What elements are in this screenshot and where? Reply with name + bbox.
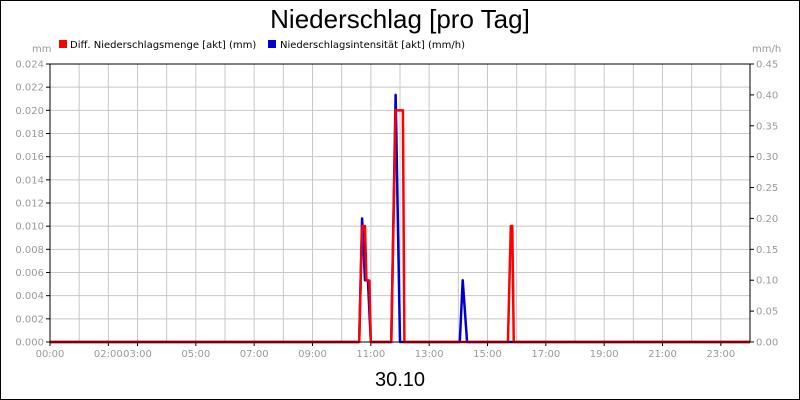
legend-label-menge: Diff. Niederschlagsmenge [akt] (mm) (70, 40, 256, 51)
y-right-tick-label: 0.10 (756, 276, 778, 287)
chart-title: Niederschlag [pro Tag] (270, 4, 530, 34)
plot-border (49, 63, 751, 343)
y-right-axis: 0.00 0.05 0.10 0.15 0.20 0.25 0.30 0.35 0.40 0.45 (750, 60, 778, 349)
x-tick-label: 15:00 (473, 349, 502, 360)
y-right-tick-label: 0.30 (756, 152, 778, 163)
x-tick-label: 00:00 (36, 349, 65, 360)
x-tick-label: 09:00 (298, 349, 327, 360)
x-tick-label: 02:00 (94, 349, 123, 360)
x-tick-label: 11:00 (356, 349, 385, 360)
x-tick-label: 05:00 (181, 349, 210, 360)
legend: Diff. Niederschlagsmenge [akt] (mm) Nied… (59, 40, 465, 51)
y-right-tick-label: 0.00 (756, 338, 778, 349)
x-tick-label: 03:00 (123, 349, 152, 360)
y-left-tick-label: 0.008 (15, 245, 44, 256)
legend-swatch-intensitaet (268, 40, 276, 48)
x-axis: 00:00 02:00 03:00 05:00 07:00 09:00 11:00 13:00… (36, 342, 735, 360)
y-right-tick-label: 0.25 (756, 183, 778, 194)
x-tick-label: 13:00 (415, 349, 444, 360)
x-tick-label: 19:00 (590, 349, 619, 360)
y-left-tick-label: 0.018 (15, 129, 44, 140)
x-tick-label: 23:00 (706, 349, 735, 360)
series-line-menge (50, 109, 750, 344)
y-left-tick-label: 0.012 (15, 199, 44, 210)
y-left-tick-label: 0.024 (15, 60, 44, 71)
y-left-tick-label: 0.000 (15, 338, 44, 349)
y-right-tick-label: 0.35 (756, 121, 778, 132)
y-left-tick-label: 0.004 (15, 291, 44, 302)
y-left-tick-label: 0.022 (15, 83, 44, 94)
right-axis-unit: mm/h (752, 44, 781, 55)
y-right-tick-label: 0.45 (756, 60, 778, 71)
date-label: 30.10 (375, 369, 425, 391)
y-right-tick-label: 0.20 (756, 214, 778, 225)
y-left-tick-label: 0.002 (15, 314, 44, 325)
y-right-tick-label: 0.05 (756, 307, 778, 318)
y-left-tick-label: 0.010 (15, 222, 44, 233)
y-left-tick-label: 0.016 (15, 152, 44, 163)
left-axis-unit: mm (32, 44, 51, 55)
y-right-tick-label: 0.15 (756, 245, 778, 256)
y-left-tick-label: 0.006 (15, 268, 44, 279)
x-tick-label: 21:00 (648, 349, 677, 360)
x-tick-label: 07:00 (240, 349, 269, 360)
y-left-tick-label: 0.014 (15, 175, 44, 186)
y-left-tick-label: 0.020 (15, 106, 44, 117)
y-right-tick-label: 0.40 (756, 90, 778, 101)
legend-swatch-menge (59, 40, 67, 48)
x-tick-label: 17:00 (531, 349, 560, 360)
legend-label-intensitaet: Niederschlagsintensität [akt] (mm/h) (280, 40, 465, 51)
y-left-axis: 0.000 0.002 0.004 0.006 0.008 0.010 0.012 0.014… (15, 60, 50, 349)
